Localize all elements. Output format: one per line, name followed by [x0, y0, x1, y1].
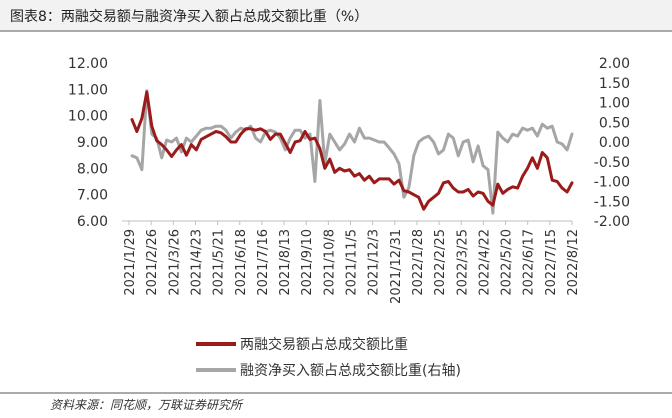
right-axis-tick-label: 0.50 — [599, 115, 630, 131]
title-bar-background — [0, 0, 672, 30]
right-axis-tick-label: -2.00 — [594, 214, 630, 230]
x-axis-ticks: 2021/1/29 2021/2/26 2021/3/26 2021/4/23 2021… — [123, 221, 581, 304]
left-axis-ticks: 6.00 7.00 8.00 9.00 10.00 11.00 12.00 — [68, 56, 108, 230]
x-axis-tick-label: 2021/4/23 — [189, 229, 204, 296]
right-axis-tick-label: -1.00 — [594, 175, 630, 191]
x-axis-tick-label: 2022/2/25 — [433, 229, 448, 296]
right-axis-tick-label: 2.00 — [599, 56, 630, 72]
legend-label-series-1: 两融交易额占总成交额比重 — [240, 336, 408, 353]
left-axis-tick-label: 6.00 — [77, 214, 108, 230]
source-note: 资料来源：同花顺，万联证券研究所 — [50, 398, 244, 412]
right-axis-tick-label: -1.50 — [594, 194, 630, 210]
series-group — [130, 89, 574, 215]
left-axis-tick-label: 12.00 — [68, 56, 108, 72]
right-axis-tick-label: 1.00 — [599, 96, 630, 112]
x-axis-tick-label: 2021/3/26 — [167, 229, 182, 296]
x-axis-tick-label: 2021/10/8 — [322, 229, 337, 296]
x-axis-tick-label: 2021/2/26 — [145, 229, 160, 296]
left-axis-tick-label: 8.00 — [77, 161, 108, 177]
x-axis-tick-label: 2021/5/21 — [212, 229, 227, 296]
legend-label-series-2: 融资净买入额占总成交额比重(右轴) — [240, 362, 461, 379]
x-axis-tick-label: 2022/4/22 — [477, 229, 492, 296]
right-axis-tick-label: 1.50 — [599, 76, 630, 92]
series-line-1 — [130, 90, 574, 211]
x-axis-tick-label: 2021/7/16 — [256, 229, 271, 296]
x-axis-tick-label: 2022/1/28 — [411, 229, 426, 296]
x-axis-tick-label: 2021/8/13 — [278, 229, 293, 296]
x-axis-tick-label: 2021/1/29 — [123, 229, 138, 296]
x-axis-tick-label: 2021/12/3 — [367, 229, 382, 296]
left-axis-tick-label: 10.00 — [68, 109, 108, 125]
x-axis-tick-label: 2021/12/31 — [389, 229, 404, 304]
x-axis-tick-label: 2022/8/12 — [566, 229, 581, 296]
x-axis-tick-label: 2022/6/17 — [522, 229, 537, 296]
legend: 两融交易额占总成交额比重 融资净买入额占总成交额比重(右轴) — [196, 336, 461, 379]
series-line-2 — [130, 89, 574, 215]
chart-title: 图表8：两融交易额与融资净买入额占总成交额比重（%） — [10, 8, 368, 25]
left-axis-tick-label: 9.00 — [77, 135, 108, 151]
right-axis-tick-label: 0.00 — [599, 135, 630, 151]
left-axis-tick-label: 7.00 — [77, 188, 108, 204]
left-axis-tick-label: 11.00 — [68, 82, 108, 98]
right-axis-ticks: -2.00 -1.50 -1.00 -0.50 0.00 0.50 1.00 1.50 2.00 — [594, 56, 630, 230]
x-axis-tick-label: 2021/11/5 — [345, 229, 360, 296]
x-axis-tick-label: 2022/5/20 — [500, 229, 515, 296]
x-axis-tick-label: 2021/9/10 — [300, 229, 315, 296]
x-axis-tick-label: 2021/6/18 — [234, 229, 249, 296]
x-axis-tick-label: 2022/3/25 — [455, 229, 470, 296]
right-axis-tick-label: -0.50 — [594, 155, 630, 171]
x-axis-tick-label: 2022/7/15 — [544, 229, 559, 296]
